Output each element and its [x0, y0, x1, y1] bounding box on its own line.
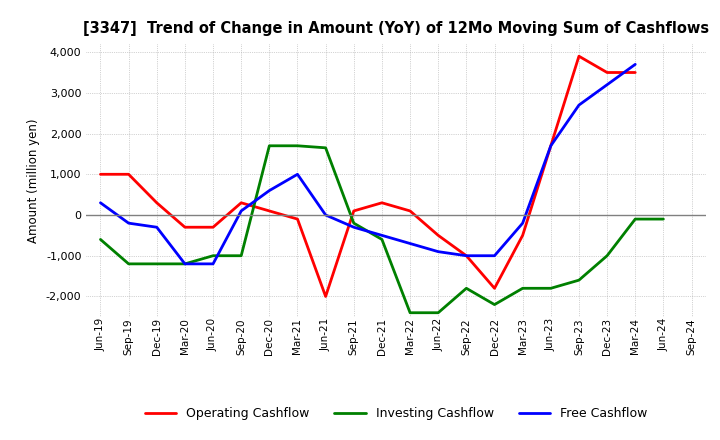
Y-axis label: Amount (million yen): Amount (million yen): [27, 118, 40, 242]
Investing Cashflow: [321, 145, 330, 150]
Free Cashflow: [349, 224, 358, 230]
Free Cashflow: [462, 253, 471, 258]
Investing Cashflow: [575, 278, 583, 283]
Operating Cashflow: [321, 294, 330, 299]
Investing Cashflow: [293, 143, 302, 148]
Operating Cashflow: [377, 200, 386, 205]
Operating Cashflow: [575, 54, 583, 59]
Free Cashflow: [153, 224, 161, 230]
Operating Cashflow: [462, 253, 471, 258]
Investing Cashflow: [406, 310, 415, 315]
Title: [3347]  Trend of Change in Amount (YoY) of 12Mo Moving Sum of Cashflows: [3347] Trend of Change in Amount (YoY) o…: [83, 21, 709, 36]
Free Cashflow: [181, 261, 189, 267]
Legend: Operating Cashflow, Investing Cashflow, Free Cashflow: Operating Cashflow, Investing Cashflow, …: [140, 402, 652, 425]
Free Cashflow: [125, 220, 133, 226]
Investing Cashflow: [546, 286, 555, 291]
Investing Cashflow: [631, 216, 639, 222]
Investing Cashflow: [125, 261, 133, 267]
Operating Cashflow: [265, 208, 274, 213]
Free Cashflow: [603, 82, 611, 88]
Free Cashflow: [96, 200, 105, 205]
Investing Cashflow: [659, 216, 667, 222]
Operating Cashflow: [349, 208, 358, 213]
Operating Cashflow: [96, 172, 105, 177]
Free Cashflow: [490, 253, 499, 258]
Investing Cashflow: [462, 286, 471, 291]
Operating Cashflow: [546, 143, 555, 148]
Investing Cashflow: [209, 253, 217, 258]
Free Cashflow: [237, 208, 246, 213]
Free Cashflow: [321, 213, 330, 218]
Free Cashflow: [293, 172, 302, 177]
Operating Cashflow: [406, 208, 415, 213]
Operating Cashflow: [237, 200, 246, 205]
Investing Cashflow: [434, 310, 443, 315]
Investing Cashflow: [349, 220, 358, 226]
Operating Cashflow: [153, 200, 161, 205]
Operating Cashflow: [181, 224, 189, 230]
Free Cashflow: [377, 233, 386, 238]
Free Cashflow: [518, 220, 527, 226]
Operating Cashflow: [434, 233, 443, 238]
Investing Cashflow: [237, 253, 246, 258]
Investing Cashflow: [153, 261, 161, 267]
Operating Cashflow: [631, 70, 639, 75]
Operating Cashflow: [293, 216, 302, 222]
Free Cashflow: [406, 241, 415, 246]
Free Cashflow: [575, 103, 583, 108]
Line: Free Cashflow: Free Cashflow: [101, 64, 635, 264]
Investing Cashflow: [265, 143, 274, 148]
Investing Cashflow: [181, 261, 189, 267]
Free Cashflow: [546, 143, 555, 148]
Operating Cashflow: [209, 224, 217, 230]
Free Cashflow: [265, 188, 274, 193]
Investing Cashflow: [490, 302, 499, 307]
Operating Cashflow: [603, 70, 611, 75]
Line: Investing Cashflow: Investing Cashflow: [101, 146, 663, 313]
Line: Operating Cashflow: Operating Cashflow: [101, 56, 635, 297]
Free Cashflow: [209, 261, 217, 267]
Investing Cashflow: [96, 237, 105, 242]
Free Cashflow: [434, 249, 443, 254]
Investing Cashflow: [518, 286, 527, 291]
Operating Cashflow: [125, 172, 133, 177]
Operating Cashflow: [518, 233, 527, 238]
Free Cashflow: [631, 62, 639, 67]
Investing Cashflow: [603, 253, 611, 258]
Operating Cashflow: [490, 286, 499, 291]
Investing Cashflow: [377, 237, 386, 242]
